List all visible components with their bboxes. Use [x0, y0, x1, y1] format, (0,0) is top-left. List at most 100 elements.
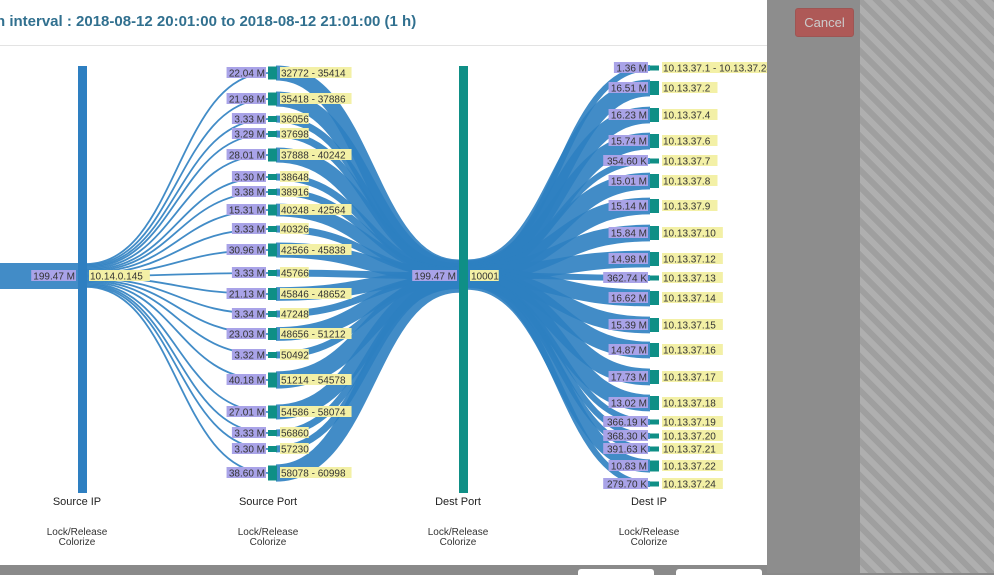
dest-ip-value-label: 14.98 M [608, 253, 648, 266]
dest-ip-node[interactable] [650, 108, 659, 122]
dest-ip-node[interactable] [650, 481, 659, 487]
dest-ip-value-label: 15.01 M [608, 175, 648, 188]
source-port-value-label: 3.38 M [231, 186, 266, 199]
source-port-node[interactable] [268, 311, 277, 317]
source-port-name-label: 38648 [280, 171, 309, 184]
svg-text:3.33 M: 3.33 M [234, 269, 265, 280]
source-port-node[interactable] [268, 372, 277, 388]
source-port-node[interactable] [268, 148, 277, 162]
svg-text:10.13.37.2: 10.13.37.2 [663, 84, 711, 95]
dest-ip-node[interactable] [650, 318, 659, 332]
source-port-node[interactable] [268, 430, 277, 436]
source-port-node[interactable] [268, 328, 277, 340]
dest-ip-node[interactable] [650, 460, 659, 472]
svg-text:40248 - 42564: 40248 - 42564 [281, 206, 346, 217]
dest-ip-value-label: 15.74 M [608, 135, 648, 148]
colorize-link[interactable]: Colorize [58, 537, 96, 548]
flow-link-dstport-dstip [466, 281, 651, 487]
svg-text:10.14.0.145: 10.14.0.145 [90, 272, 143, 283]
dest-port-value-label: 199.47 M [412, 270, 457, 283]
svg-text:58078 - 60998: 58078 - 60998 [281, 469, 346, 480]
dest-ip-node[interactable] [650, 343, 659, 357]
source-port-node[interactable] [268, 204, 277, 216]
source-port-name-label: 54586 - 58074 [280, 406, 352, 419]
source-port-node[interactable] [268, 226, 277, 232]
source-port-node[interactable] [268, 189, 277, 195]
dest-ip-node[interactable] [650, 252, 659, 266]
dest-ip-name-label: 10.13.37.13 [662, 272, 723, 285]
source-port-node[interactable] [268, 352, 277, 358]
dest-ip-node[interactable] [650, 174, 659, 188]
svg-text:10.13.37.22: 10.13.37.22 [663, 462, 716, 473]
source-port-value-label: 23.03 M [226, 328, 266, 341]
dest-ip-node[interactable] [650, 433, 659, 439]
source-port-node[interactable] [268, 174, 277, 180]
source-port-node[interactable] [268, 243, 277, 257]
lock-release-link[interactable]: Lock/Release [237, 527, 299, 538]
source-port-node[interactable] [268, 465, 277, 481]
flow-link-srcip-srcport [85, 98, 269, 267]
axis-bar-dest-port[interactable] [459, 66, 468, 493]
svg-text:38916: 38916 [281, 188, 309, 199]
svg-text:10.13.37.10: 10.13.37.10 [663, 229, 716, 240]
dest-ip-node[interactable] [650, 81, 659, 95]
dest-ip-node[interactable] [650, 134, 659, 148]
dest-ip-node[interactable] [650, 370, 659, 384]
axis-controls-source-port: Lock/Release Colorize [208, 528, 328, 548]
source-port-node[interactable] [268, 92, 277, 106]
flow-link-srcip-srcport [85, 154, 269, 270]
dest-ip-node[interactable] [650, 65, 659, 71]
source-port-name-label: 45846 - 48652 [280, 288, 352, 301]
source-port-node[interactable] [268, 66, 277, 80]
source-port-name-label: 57230 [280, 443, 309, 456]
source-port-node[interactable] [268, 131, 277, 137]
dest-ip-value-label: 15.39 M [608, 319, 648, 332]
svg-text:3.32 M: 3.32 M [234, 351, 265, 362]
colorize-link[interactable]: Colorize [439, 537, 477, 548]
colorize-link[interactable]: Colorize [249, 537, 287, 548]
svg-text:15.01 M: 15.01 M [611, 177, 647, 188]
source-port-node[interactable] [268, 270, 277, 276]
lock-release-link[interactable]: Lock/Release [46, 527, 108, 538]
lock-release-link[interactable]: Lock/Release [618, 527, 680, 538]
flow-link-srcip-srcport [85, 285, 269, 474]
svg-text:366.19 K: 366.19 K [607, 418, 647, 429]
dest-ip-value-label: 15.84 M [608, 227, 648, 240]
dest-ip-node[interactable] [650, 158, 659, 164]
svg-text:28.01 M: 28.01 M [229, 151, 265, 162]
svg-text:1.36 M: 1.36 M [616, 64, 647, 75]
colorize-link[interactable]: Colorize [630, 537, 668, 548]
svg-text:36056: 36056 [281, 115, 309, 126]
source-port-name-label: 51214 - 54578 [280, 374, 352, 387]
cancel-button[interactable]: Cancel [795, 8, 854, 37]
dest-ip-node[interactable] [650, 199, 659, 213]
svg-text:368.30 K: 368.30 K [607, 432, 647, 443]
source-port-value-label: 27.01 M [226, 406, 266, 419]
svg-text:56860: 56860 [281, 429, 309, 440]
svg-text:15.84 M: 15.84 M [611, 229, 647, 240]
svg-text:354.60 K: 354.60 K [607, 157, 647, 168]
dest-ip-name-label: 10.13.37.7 [662, 155, 718, 168]
dest-ip-node[interactable] [650, 419, 659, 425]
source-port-node[interactable] [268, 405, 277, 419]
source-port-value-label: 3.30 M [231, 443, 266, 456]
source-port-node[interactable] [268, 116, 277, 122]
dest-ip-value-label: 10.83 M [608, 460, 648, 473]
source-port-node[interactable] [268, 446, 277, 452]
axis-bar-source-ip[interactable] [78, 66, 87, 493]
svg-text:10.13.37.24: 10.13.37.24 [663, 480, 716, 491]
source-port-name-label: 40326 [280, 223, 309, 236]
dest-ip-node[interactable] [650, 396, 659, 410]
dest-ip-node[interactable] [650, 275, 659, 281]
dest-ip-node[interactable] [650, 291, 659, 305]
flow-link-srcip-srcport [85, 282, 269, 413]
dest-ip-node[interactable] [650, 446, 659, 452]
lock-release-link[interactable]: Lock/Release [427, 527, 489, 538]
source-port-value-label: 3.33 M [231, 223, 266, 236]
axis-controls-dest-ip: Lock/Release Colorize [589, 528, 709, 548]
source-port-node[interactable] [268, 288, 277, 300]
dest-ip-node[interactable] [650, 226, 659, 240]
dest-ip-value-label: 362.74 K [603, 272, 648, 285]
svg-text:3.30 M: 3.30 M [234, 173, 265, 184]
flow-modal: n interval : 2018-08-12 20:01:00 to 2018… [0, 0, 767, 565]
